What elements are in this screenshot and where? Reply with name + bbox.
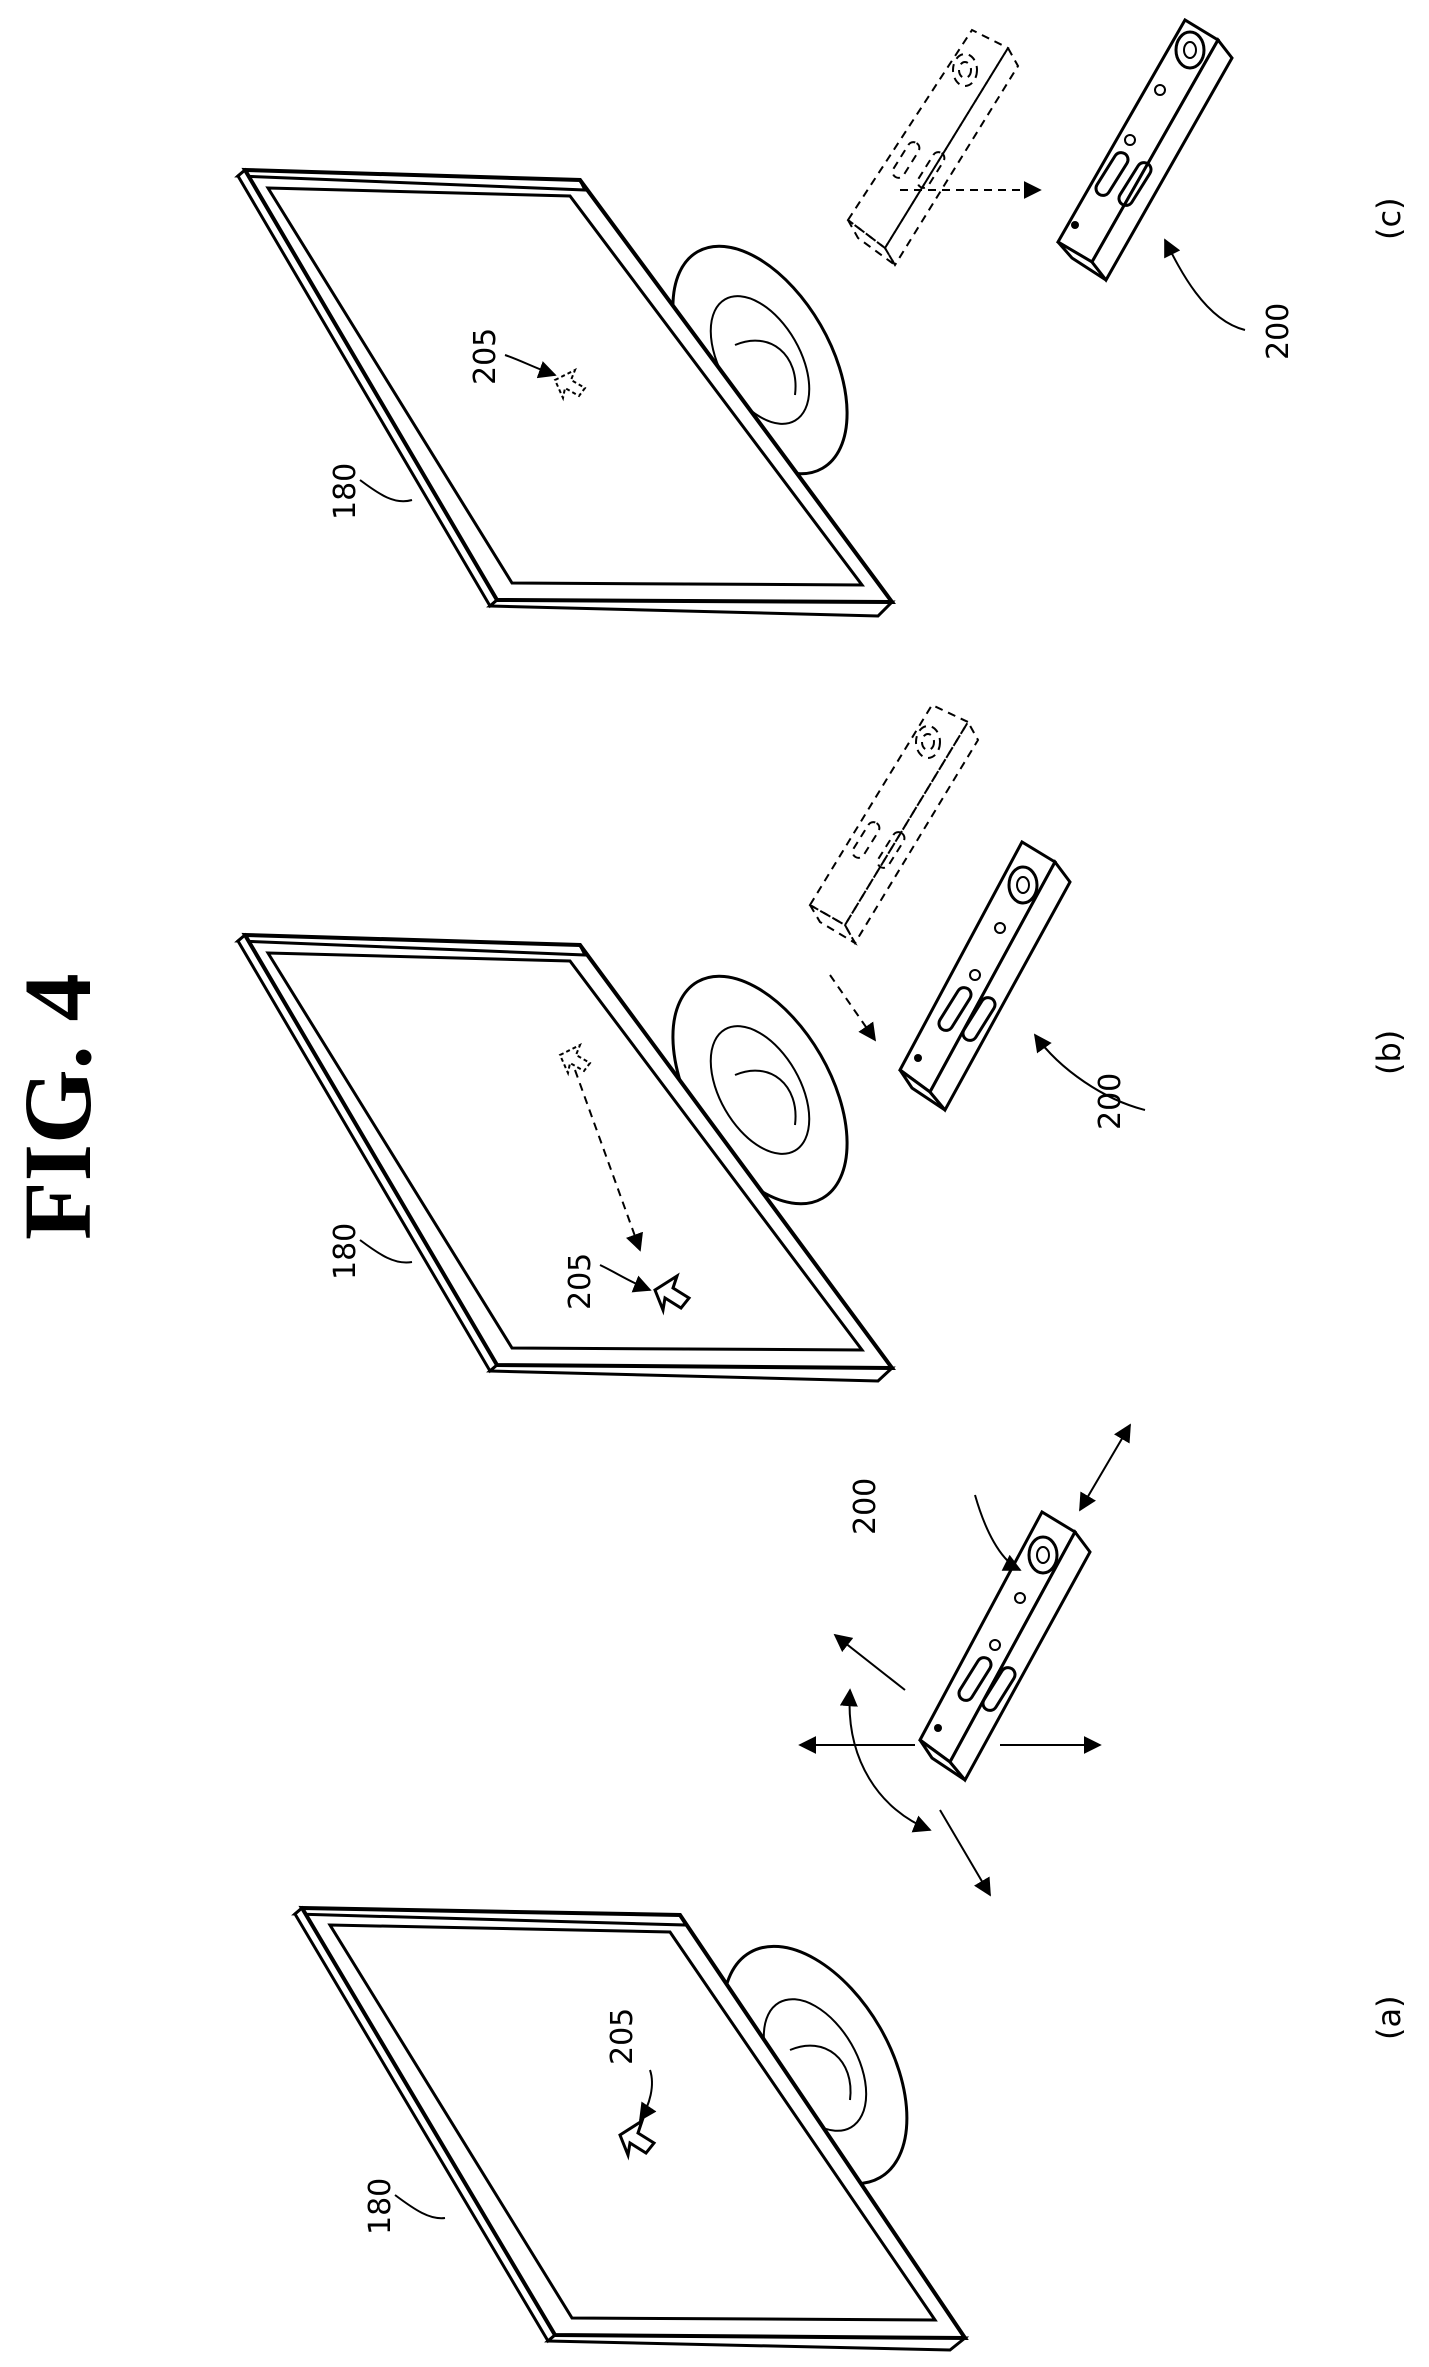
label-180-b: 180 [328,1223,363,1280]
panel-c: 205 180 200 (c) [238,20,1408,616]
caption-c: (c) [1370,197,1408,240]
leader-200-a [975,1495,1020,1570]
leader-180-b [360,1240,412,1263]
panel-b: 205 180 200 (b) [238,705,1408,1381]
panel-a: 205 180 200 (a) [295,1425,1408,2350]
label-205-b: 205 [563,1253,598,1310]
label-205-a: 205 [605,2008,640,2065]
label-200-a: 200 [848,1478,883,1535]
remote-ghost-b [810,705,978,943]
leader-180-a [395,2195,445,2218]
move-arrow-b [830,975,875,1040]
remote-ghost-c [848,30,1018,265]
remote-200-a [920,1512,1090,1780]
label-180-c: 180 [328,463,363,520]
caption-a: (a) [1370,1995,1408,2040]
leader-180-c [360,480,412,501]
label-200-b: 200 [1093,1073,1128,1130]
figure-title: FIG. 4 [4,973,111,1240]
caption-b: (b) [1370,1030,1408,1075]
remote-200-b [900,842,1070,1110]
label-180-a: 180 [363,2178,398,2235]
label-200-c: 200 [1261,303,1296,360]
leader-200-c [1165,240,1245,330]
remote-200-c [1058,20,1232,280]
leader-200-b [1035,1035,1145,1110]
label-205-c: 205 [468,328,503,385]
